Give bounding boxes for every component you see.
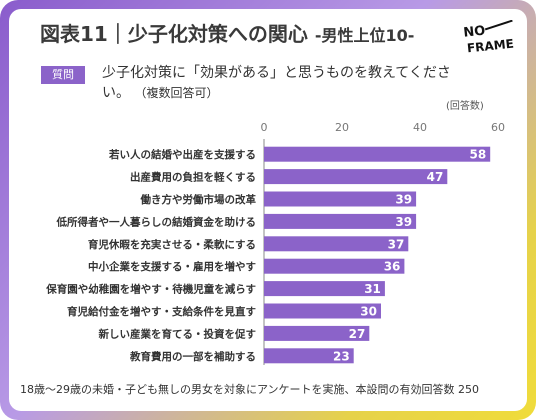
bar-value-label: 47 bbox=[427, 170, 444, 184]
title-subtitle: -男性上位10- bbox=[314, 26, 415, 45]
bar-value-label: 39 bbox=[395, 193, 412, 207]
bar bbox=[264, 146, 491, 162]
bar-value-label: 30 bbox=[360, 305, 377, 319]
unit-label: (回答数) bbox=[446, 101, 484, 112]
question-badge: 質問 bbox=[41, 66, 85, 84]
bar bbox=[264, 348, 354, 364]
bar bbox=[264, 191, 417, 207]
bar-value-label: 58 bbox=[469, 148, 486, 162]
x-tick-label: 60 bbox=[491, 121, 505, 134]
bar-value-label: 31 bbox=[364, 282, 381, 296]
bar bbox=[264, 258, 405, 274]
category-label: 働き方や労働市場の改革 bbox=[140, 193, 257, 206]
category-label: 育児休暇を充実させる・柔軟にする bbox=[88, 238, 256, 251]
category-label: 低所得者や一人暮らしの結婚資金を助ける bbox=[56, 215, 257, 228]
bar-value-label: 23 bbox=[333, 349, 350, 363]
bar-value-label: 27 bbox=[349, 327, 366, 341]
category-label: 教育費用の一部を補助する bbox=[129, 350, 256, 363]
question-text: 少子化対策に「効果がある」と思うものを教えてください。 （複数回答可） bbox=[102, 63, 462, 103]
bar bbox=[264, 213, 417, 229]
bar-value-label: 36 bbox=[384, 260, 401, 274]
question-main: 少子化対策に「効果がある」と思うものを教えてください。 bbox=[102, 65, 451, 101]
x-tick-label: 40 bbox=[413, 121, 427, 134]
category-label: 新しい産業を育てる・投資を促す bbox=[99, 327, 257, 340]
bar-value-label: 37 bbox=[388, 237, 405, 251]
category-label: 出産費用の負担を軽くする bbox=[130, 171, 256, 184]
bar bbox=[264, 281, 385, 297]
bar bbox=[264, 236, 409, 252]
footnote: 18歳～29歳の未婚・子ども無しの男女を対象にアンケートを実施、本設問の有効回答… bbox=[20, 383, 480, 396]
no-frame-logo: NO FRAME bbox=[463, 20, 514, 54]
x-tick-label: 0 bbox=[261, 121, 268, 134]
category-label: 若い人の結婚や出産を支援する bbox=[108, 148, 256, 161]
bar bbox=[264, 169, 448, 185]
title-main: 図表11｜少子化対策への関心 bbox=[40, 22, 308, 46]
question-note: （複数回答可） bbox=[134, 86, 219, 100]
bar bbox=[264, 325, 370, 341]
category-label: 育児給付金を増やす・支給条件を見直す bbox=[67, 305, 256, 318]
chart-title: 図表11｜少子化対策への関心 -男性上位10- bbox=[40, 18, 414, 47]
card bbox=[9, 9, 527, 411]
category-label: 中小企業を支援する・雇用を増やす bbox=[88, 260, 256, 273]
svg-text:NO: NO bbox=[463, 24, 486, 41]
x-tick-label: 20 bbox=[335, 121, 349, 134]
category-label: 保育園や幼稚園を増やす・待機児童を減らす bbox=[45, 283, 256, 296]
bar-value-label: 39 bbox=[395, 215, 412, 229]
svg-text:FRAME: FRAME bbox=[466, 37, 514, 54]
bar bbox=[264, 303, 381, 319]
